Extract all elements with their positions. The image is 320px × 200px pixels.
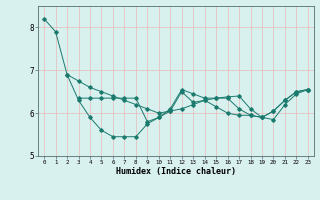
X-axis label: Humidex (Indice chaleur): Humidex (Indice chaleur) — [116, 167, 236, 176]
